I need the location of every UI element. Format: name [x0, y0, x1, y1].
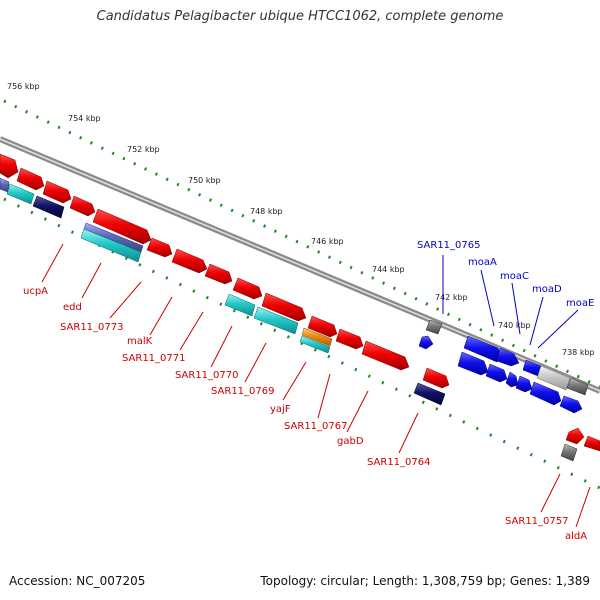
gene-arrow: [232, 277, 263, 300]
gene-arrow: [529, 381, 562, 406]
gene-arrow: [42, 180, 72, 204]
gene-label: moaA: [468, 257, 497, 268]
gene-arrow: [583, 435, 600, 452]
gene-arrow: [69, 195, 96, 217]
gene-arrow: [422, 367, 450, 389]
gene-arrow: [536, 365, 571, 391]
ruler-line-inner: [3, 197, 600, 490]
map-title: Candidatus Pelagibacter ubique HTCC1062,…: [96, 9, 504, 24]
gene-arrow: [261, 292, 307, 322]
ruler-tick-label: 746 kbp: [311, 237, 344, 246]
ruler-tick-label: 738 kbp: [562, 348, 595, 357]
gene-label: SAR11_0770: [175, 370, 239, 381]
gene-label: yajF: [270, 404, 291, 415]
gene-label: SAR11_0773: [60, 322, 124, 333]
ruler-tick-label: 744 kbp: [372, 265, 405, 274]
gene-label: SAR11_0765: [417, 240, 481, 251]
gene-label: gabD: [337, 436, 364, 447]
gene-arrow: [566, 377, 589, 396]
gene-arrow: [80, 228, 142, 263]
gene-arrow: [146, 237, 173, 258]
gene-arrow: [505, 371, 519, 388]
ruler-tick-label: 756 kbp: [7, 82, 40, 91]
gene-arrow: [565, 427, 585, 445]
gene-arrow: [457, 351, 489, 376]
gene-label: ucpA: [23, 286, 48, 297]
gene-arrow: [361, 340, 410, 371]
gene-arrow: [253, 306, 299, 335]
gene-arrow: [6, 183, 35, 205]
gene-label: moaC: [500, 271, 529, 282]
ruler-tick-label: 740 kbp: [498, 321, 531, 330]
accession-text: Accession: NC_007205: [9, 574, 146, 588]
gene-arrow: [418, 335, 434, 350]
gene-arrow: [425, 319, 443, 335]
gene-label: SAR11_0767: [284, 421, 348, 432]
reverse-leaders: [41, 243, 591, 528]
gene-label: SAR11_0764: [367, 457, 431, 468]
gene-arrow: [0, 177, 10, 193]
gene-arrow: [92, 208, 152, 245]
gene-arrow: [335, 328, 364, 350]
gene-label: moaD: [532, 284, 562, 295]
gene-label: aldA: [565, 531, 587, 542]
gene-label: edd: [63, 302, 82, 313]
gene-arrow: [485, 363, 508, 383]
ruler-tick-label: 750 kbp: [188, 176, 221, 185]
ruler-tick-label: 752 kbp: [127, 145, 160, 154]
gene-label: SAR11_0771: [122, 353, 186, 364]
gene-arrow: [301, 327, 333, 347]
gene-arrow: [0, 153, 19, 179]
ruler-tick-label: 754 kbp: [68, 114, 101, 123]
forward-leaders: [442, 255, 579, 349]
gene-arrow: [496, 347, 520, 367]
gene-arrow: [171, 248, 208, 274]
gene-label: SAR11_0757: [505, 516, 569, 527]
ruler-tick-label: 742 kbp: [435, 293, 468, 302]
gene-arrow: [413, 382, 446, 406]
gene-label: SAR11_0769: [211, 386, 275, 397]
gene-arrow: [560, 443, 578, 462]
gene-arrow: [307, 315, 338, 338]
gene-arrow: [204, 263, 233, 285]
ruler-tick-label: 748 kbp: [250, 207, 283, 216]
gene-arrow: [32, 195, 65, 219]
gene-arrow: [224, 293, 256, 317]
gene-arrow: [299, 335, 331, 354]
gene-arrow: [16, 167, 45, 191]
gene-arrow: [515, 375, 533, 393]
gene-label: moaE: [566, 298, 594, 309]
gene-arrow: [559, 395, 583, 414]
gene-label: malK: [127, 336, 153, 347]
genome-summary-text: Topology: circular; Length: 1,308,759 bp…: [260, 574, 590, 588]
